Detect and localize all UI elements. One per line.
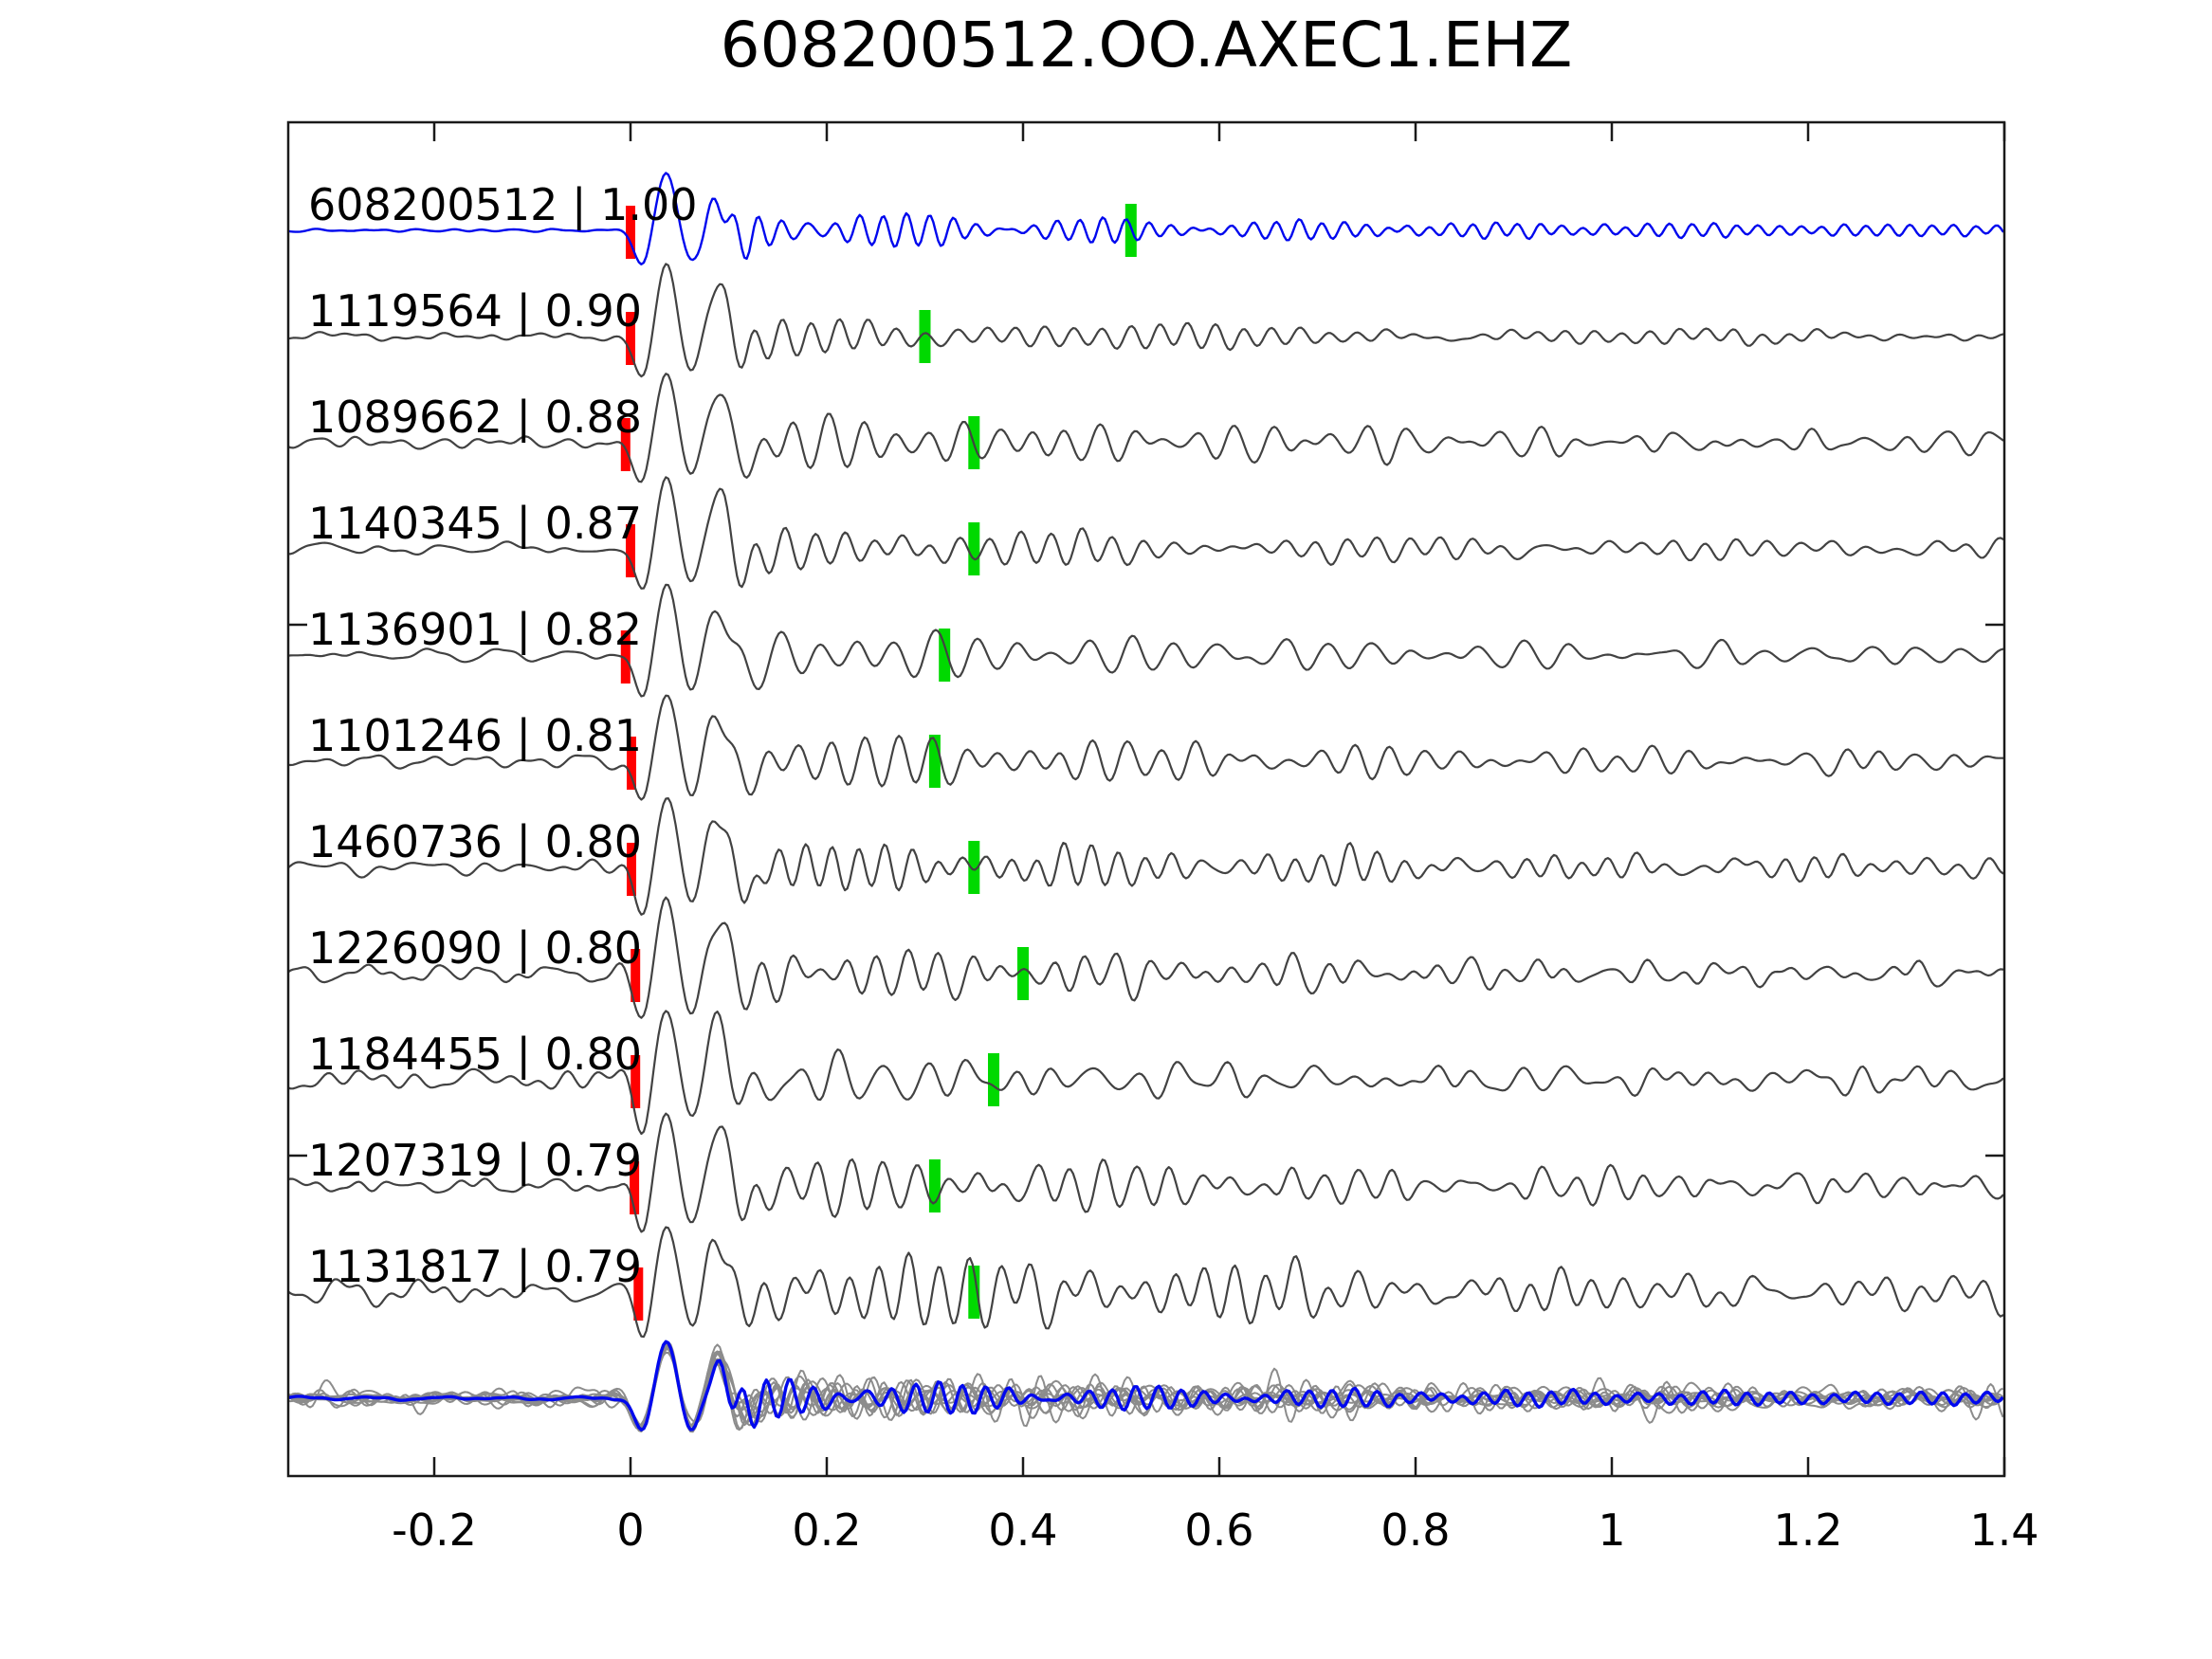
x-axis-tick-label: 0 — [616, 1504, 644, 1556]
trace-label: 1119564 | 0.90 — [308, 285, 642, 337]
overlay-waveform — [288, 1340, 2003, 1433]
detection-pick-bar — [1017, 947, 1029, 1000]
plot-title: 608200512.OO.AXEC1.EHZ — [721, 9, 1573, 82]
detection-waveform — [288, 1226, 2004, 1339]
labels-layer: 608200512 | 1.00 1119564 | 0.90 1089662 | … — [308, 179, 2039, 1556]
detection-waveform — [288, 796, 2004, 916]
template-pick-bar — [627, 737, 636, 790]
template-pick-bar — [620, 418, 631, 471]
overlay-layer — [288, 1340, 2004, 1433]
trace-label: 1207319 | 0.79 — [308, 1135, 642, 1187]
x-axis-tick-label: 0.2 — [792, 1504, 861, 1556]
template-pick-bar — [626, 312, 635, 365]
detection-waveform — [288, 476, 2004, 590]
template-waveform — [288, 172, 2004, 265]
detection-pick-bar — [939, 629, 951, 682]
detection-pick-bar — [968, 841, 980, 894]
template-pick-bar — [631, 949, 641, 1002]
template-pick-bar — [627, 843, 636, 896]
detection-waveform — [288, 583, 2004, 698]
template-pick-bar — [626, 206, 635, 259]
trace-label: 1131817 | 0.79 — [308, 1241, 642, 1293]
trace-label: 1460736 | 0.80 — [308, 816, 642, 868]
plot-border — [286, 120, 2006, 1478]
trace-label: 1226090 | 0.80 — [308, 922, 642, 975]
x-axis-tick-label: 0.4 — [988, 1504, 1057, 1556]
trace-label: 1184455 | 0.80 — [308, 1029, 642, 1081]
x-axis-tick-label: 1.2 — [1773, 1504, 1842, 1556]
detection-waveform — [288, 263, 2004, 378]
x-axis-tick-label: 0.6 — [1184, 1504, 1253, 1556]
overlay-template-waveform — [288, 1340, 2004, 1431]
template-pick-bar — [633, 1267, 644, 1321]
template-pick-bar — [626, 524, 635, 577]
detection-pick-bar — [928, 735, 941, 788]
x-axis-tick-label: -0.2 — [392, 1504, 477, 1556]
trace-label: 608200512 | 1.00 — [308, 179, 698, 231]
detection-pick-bar — [968, 1266, 980, 1319]
x-axis-tick-label: 1 — [1598, 1504, 1625, 1556]
trace-label: 1136901 | 0.82 — [308, 604, 642, 656]
detection-pick-bar — [928, 1159, 941, 1212]
trace-label: 1101246 | 0.81 — [308, 710, 642, 762]
detection-pick-bar — [919, 310, 931, 363]
overlay-waveform — [288, 1341, 2004, 1431]
axes-layer — [286, 120, 2006, 1478]
detection-pick-bar — [988, 1053, 999, 1106]
x-axis-tick-label: 0.8 — [1380, 1504, 1450, 1556]
overlay-waveform — [288, 1351, 2003, 1431]
x-axis-tick-label: 1.4 — [1969, 1504, 2038, 1556]
template-pick-bar — [620, 630, 631, 684]
detection-waveform — [288, 1112, 2004, 1233]
detection-waveform — [288, 373, 2004, 483]
detection-waveform — [288, 694, 2004, 801]
trace-label: 1089662 | 0.88 — [308, 392, 642, 444]
template-pick-bar — [631, 1055, 641, 1108]
detection-waveform — [288, 896, 2004, 1019]
template-pick-bar — [630, 1161, 640, 1214]
detection-waveform — [288, 1010, 2004, 1136]
traces-layer — [288, 172, 2004, 1339]
detection-pick-bar — [968, 522, 980, 575]
trace-label: 1140345 | 0.87 — [308, 498, 642, 550]
